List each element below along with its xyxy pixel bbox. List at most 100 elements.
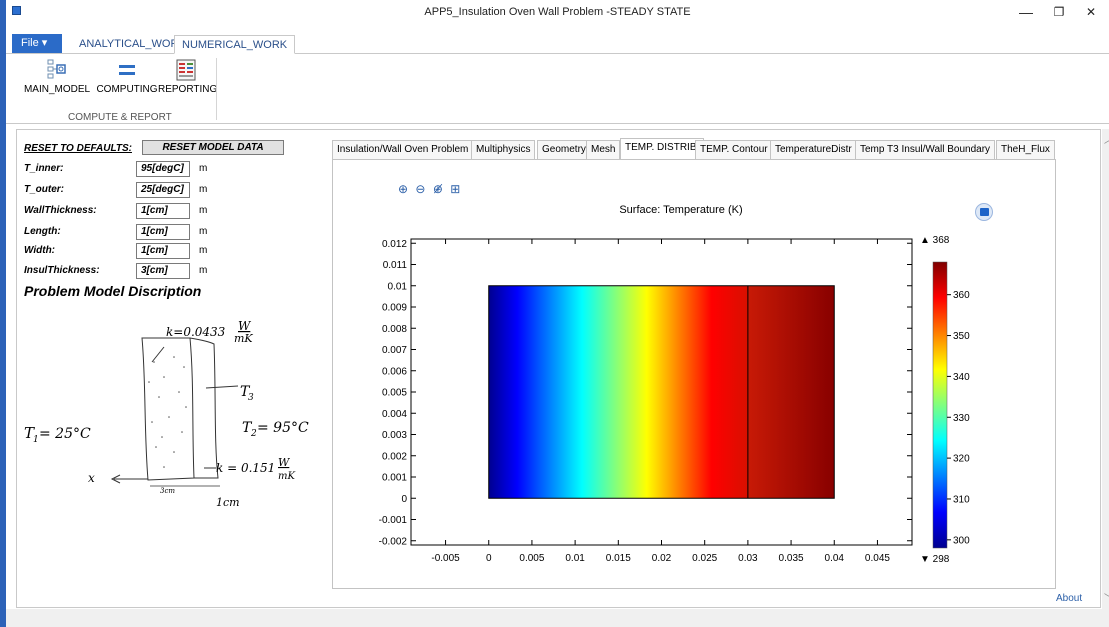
ribbon-group-divider — [216, 58, 217, 120]
colorbar-tick-label: 310 — [953, 494, 970, 505]
field-label: WallThickness: — [24, 205, 97, 216]
sketch-dim-insul: 3cm — [160, 487, 175, 495]
y-tick-label: 0.006 — [382, 366, 407, 377]
report-icon — [176, 59, 196, 81]
y-tick-label: 0 — [401, 494, 407, 505]
field-label: T_inner: — [24, 163, 64, 174]
x-tick-label: 0.02 — [652, 553, 672, 564]
restore-button[interactable]: ❐ — [1053, 5, 1065, 19]
field-width: Width: 1[cm] m — [24, 243, 224, 259]
domain-outline — [488, 285, 835, 499]
zoom-in-icon[interactable]: ⊕ — [398, 182, 409, 196]
about-link[interactable]: About — [1056, 593, 1083, 604]
ribbon-group-label: COMPUTE & REPORT — [68, 112, 172, 123]
colorbar-tick-label: 320 — [953, 454, 970, 465]
t-outer-input[interactable]: 25[degC] — [136, 182, 190, 198]
field-wall-thickness: WallThickness: 1[cm] m — [24, 203, 224, 219]
sketch-t3-sub: 3 — [248, 393, 254, 403]
x-tick-label: 0.045 — [865, 553, 890, 564]
ribbon-panel: MAIN_MODEL COMPUTING REPORTING COMPUTE & — [6, 54, 1109, 124]
field-label: Width: — [24, 245, 56, 256]
colorbar-tick-label: 330 — [953, 413, 970, 424]
scroll-down-icon[interactable]: ﹀ — [1104, 591, 1109, 604]
y-tick-label: -0.002 — [379, 536, 408, 547]
file-menu-button[interactable]: File ▾ — [12, 34, 62, 53]
y-tick-label: 0.002 — [382, 451, 407, 462]
sketch-x-label: x — [88, 471, 95, 485]
x-tick-label: 0.015 — [606, 553, 631, 564]
field-unit: m — [199, 163, 208, 174]
y-tick-label: 0.001 — [382, 473, 407, 484]
field-length: Length: 1[cm] m — [24, 224, 224, 240]
y-tick-label: 0.004 — [382, 409, 407, 420]
insul-thickness-input[interactable]: 3[cm] — [136, 263, 190, 279]
reporting-button[interactable]: REPORTING — [158, 58, 217, 102]
t-inner-input[interactable]: 95[degC] — [136, 161, 190, 177]
sketch-dim-wall: 1cm — [216, 496, 240, 509]
scroll-up-icon[interactable]: ︿ — [1104, 133, 1109, 146]
sketch-t3: T — [240, 384, 251, 400]
sketch-t-outer: T — [24, 424, 35, 442]
computing-button[interactable]: COMPUTING — [94, 58, 160, 102]
plot-toolbar: ⊕ ⊖ ⊕̸ ⊞ — [398, 182, 464, 196]
colorbar-max-label: ▲ 368 — [920, 235, 950, 246]
tab-heat-flux[interactable]: TheH_Flux — [996, 140, 1055, 159]
width-input[interactable]: 1[cm] — [136, 243, 190, 259]
colorbar-tick-label: 300 — [953, 535, 970, 546]
y-tick-label: 0.007 — [382, 345, 407, 356]
field-label: Length: — [24, 226, 61, 237]
zoom-extents-icon[interactable]: ⊞ — [450, 182, 461, 196]
window-title: APP5_Insulation Oven Wall Problem -STEAD… — [424, 6, 691, 18]
field-unit: m — [199, 205, 208, 216]
tab-temp-t3-boundary[interactable]: Temp T3 Insul/Wall Boundary — [855, 140, 996, 159]
main-model-label: MAIN_MODEL — [23, 84, 91, 95]
sketch-k-insul: k=0.0433 — [166, 325, 226, 339]
x-tick-label: 0.025 — [692, 553, 717, 564]
x-tick-label: 0.01 — [565, 553, 585, 564]
field-unit: m — [199, 184, 208, 195]
colorbar-min-label: ▼ 298 — [920, 554, 950, 565]
y-tick-label: 0.003 — [382, 430, 407, 441]
x-tick-label: 0 — [486, 553, 492, 564]
field-t-outer: T_outer: 25[degC] m — [24, 182, 224, 198]
plot-title: Surface: Temperature (K) — [619, 204, 743, 216]
sketch-k-wall: k = 0.151 — [216, 461, 275, 475]
sketch-t-inner-value: = 95°C — [257, 420, 309, 436]
field-unit: m — [199, 226, 208, 237]
colorbar-tick-label: 340 — [953, 372, 970, 383]
sketch-t-outer-value: = 25°C — [39, 426, 91, 442]
field-label: T_outer: — [24, 184, 64, 195]
wall-region — [747, 285, 835, 499]
sketch-t-inner: T — [242, 420, 253, 436]
y-tick-label: 0.012 — [382, 239, 407, 250]
reset-defaults-label: RESET TO DEFAULTS: — [24, 143, 132, 154]
tab-numerical-work[interactable]: NUMERICAL_WORK — [174, 35, 296, 54]
colorbar-tick-label: 360 — [953, 290, 970, 301]
problem-description-title: Problem Model Discription — [24, 283, 202, 299]
sketch-t-inner-sub: 2 — [250, 429, 257, 439]
zoom-box-icon[interactable]: ⊕̸ — [432, 182, 443, 196]
wall-thickness-input[interactable]: 1[cm] — [136, 203, 190, 219]
snapshot-icon[interactable] — [975, 203, 993, 221]
sketch-k-wall-unit-top: W — [278, 456, 291, 469]
close-button[interactable]: ✕ — [1085, 5, 1097, 19]
y-tick-label: 0.01 — [388, 281, 408, 292]
sketch-t-outer-sub: 1 — [33, 435, 39, 445]
length-input[interactable]: 1[cm] — [136, 224, 190, 240]
tab-analytical-work[interactable]: ANALYTICAL_WORK — [79, 38, 186, 50]
tab-multiphysics[interactable]: Multiphysics — [471, 140, 536, 159]
field-label: InsulThickness: — [24, 265, 100, 276]
zoom-out-icon[interactable]: ⊖ — [415, 182, 426, 196]
vertical-scrollbar[interactable]: ︿ ﹀ — [1102, 129, 1109, 609]
y-tick-label: 0.011 — [383, 260, 408, 271]
main-model-button[interactable]: MAIN_MODEL — [22, 58, 92, 102]
minimize-button[interactable]: — — [1019, 4, 1033, 20]
x-tick-label: 0.035 — [779, 553, 804, 564]
reset-model-data-button[interactable]: RESET MODEL DATA — [142, 140, 284, 155]
tab-mesh[interactable]: Mesh — [586, 140, 621, 159]
status-bar — [6, 609, 1109, 627]
temperature-plot: -0.005 0 0.005 0.01 0.015 0.02 0.025 0.03 0.035 0… — [379, 235, 970, 565]
sketch-k-wall-unit-bottom: mK — [278, 471, 295, 482]
computing-label: COMPUTING — [96, 84, 158, 95]
